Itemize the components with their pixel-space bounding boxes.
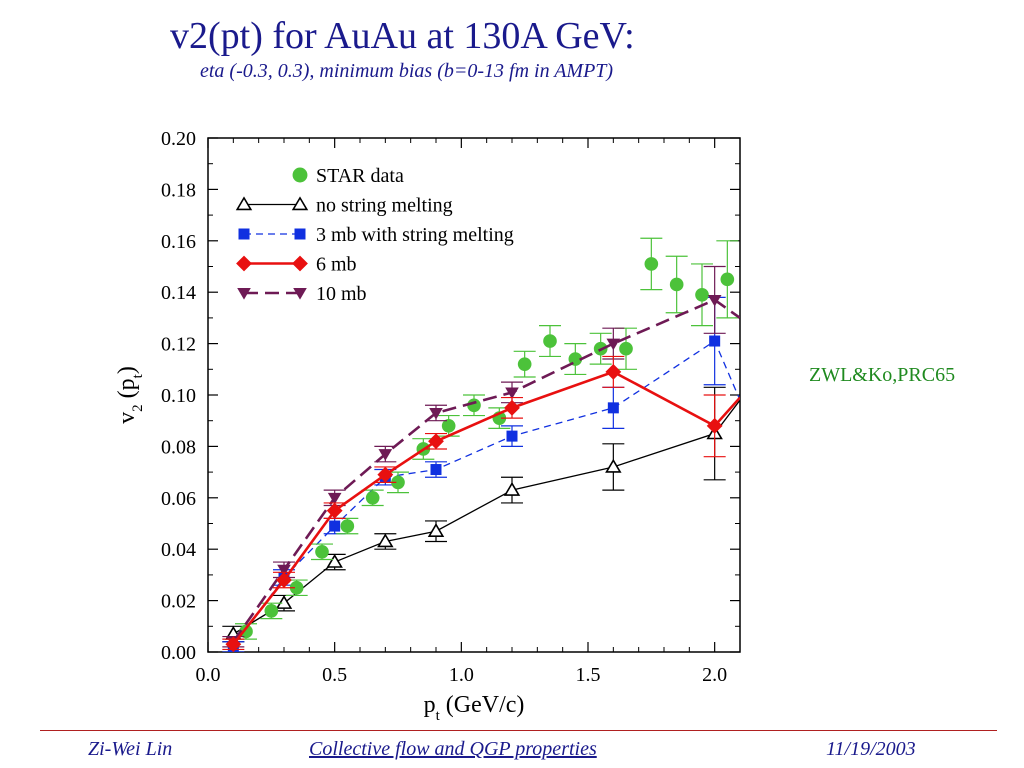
legend-marker xyxy=(294,228,306,240)
legend: STAR data no string melting 3 mb with stri… xyxy=(235,165,514,305)
data-point xyxy=(377,533,394,548)
series-3-mb-with-string-melting xyxy=(222,296,740,652)
data-point xyxy=(315,544,329,559)
data-point xyxy=(467,398,481,413)
y-tick-label: 0.18 xyxy=(161,179,196,201)
data-point xyxy=(706,417,723,434)
data-point xyxy=(326,553,343,568)
legend-label: 10 mb xyxy=(316,283,367,305)
legend-item-10-mb: 10 mb xyxy=(237,283,367,305)
data-point xyxy=(607,402,619,414)
y-tick-label: 0.00 xyxy=(161,642,196,664)
data-point xyxy=(695,287,709,302)
data-point xyxy=(441,419,456,433)
data-point xyxy=(365,490,380,505)
series-line xyxy=(232,340,740,648)
data-point xyxy=(543,334,557,348)
y-tick-label: 0.06 xyxy=(161,488,196,510)
series-line xyxy=(232,370,740,646)
data-point xyxy=(707,294,722,307)
legend-label: no string melting xyxy=(316,195,453,217)
legend-marker xyxy=(238,228,250,240)
footer-divider xyxy=(40,730,997,731)
series-star-data xyxy=(235,237,739,640)
y-tick-label: 0.04 xyxy=(161,539,196,561)
legend-marker xyxy=(235,196,253,211)
legend-marker xyxy=(291,196,309,211)
legend-item-6-mb: 6 mb xyxy=(236,254,357,276)
data-point xyxy=(276,572,292,588)
data-point xyxy=(606,338,621,351)
legend-label: 6 mb xyxy=(316,254,357,276)
data-point xyxy=(430,464,442,476)
legend-item-star-data: STAR data xyxy=(292,165,404,187)
series-no-string-melting xyxy=(222,386,740,643)
footer-date: 11/19/2003 xyxy=(826,738,916,760)
data-point xyxy=(709,335,721,347)
data-point xyxy=(505,387,519,400)
data-point xyxy=(289,580,304,595)
data-point xyxy=(329,520,341,532)
x-tick-label: 0.0 xyxy=(196,664,221,686)
data-point xyxy=(428,433,444,450)
x-tick-label: 2.0 xyxy=(702,664,727,686)
data-point xyxy=(277,564,291,577)
data-point xyxy=(504,399,520,416)
data-point xyxy=(239,624,253,639)
x-tick-label: 1.0 xyxy=(449,664,474,686)
y-tick-label: 0.02 xyxy=(161,591,196,613)
data-point xyxy=(225,636,242,652)
y-tick-label: 0.20 xyxy=(161,128,196,150)
data-point xyxy=(377,466,394,483)
data-point xyxy=(503,481,521,496)
legend-marker xyxy=(292,167,308,183)
legend-marker xyxy=(293,288,307,300)
data-point xyxy=(517,357,532,371)
data-point xyxy=(669,277,684,292)
y-tick-label: 0.08 xyxy=(161,436,196,458)
data-point xyxy=(427,523,445,537)
legend-label: 3 mb with string melting xyxy=(316,224,514,246)
slide-title: v2(pt) for AuAu at 130A GeV: xyxy=(170,15,635,57)
legend-marker xyxy=(236,255,252,272)
reference-citation: ZWL&Ko,PRC65 xyxy=(809,364,956,386)
footer-talk-title[interactable]: Collective flow and QGP properties xyxy=(309,738,597,760)
data-point xyxy=(720,272,735,287)
legend-item-3-mb-with-string-melting: 3 mb with string melting xyxy=(238,224,514,246)
data-point xyxy=(391,475,405,490)
data-point xyxy=(644,257,659,271)
data-point xyxy=(275,594,293,609)
y-tick-label: 0.14 xyxy=(161,282,196,304)
legend-marker xyxy=(237,288,251,300)
footer-author: Zi-Wei Lin xyxy=(88,738,173,760)
data-point xyxy=(326,502,343,519)
data-point xyxy=(619,341,633,356)
data-point xyxy=(429,408,443,420)
legend-marker xyxy=(292,255,308,272)
y-tick-label: 0.10 xyxy=(161,385,196,407)
y-axis-label: v2 (pt) xyxy=(114,366,146,424)
data-point xyxy=(264,604,279,618)
y-tick-label: 0.16 xyxy=(161,231,196,253)
data-point xyxy=(378,449,393,461)
data-point xyxy=(506,430,518,442)
series-6-mb xyxy=(222,355,740,652)
plot-area xyxy=(222,237,740,652)
x-axis-label: pt (GeV/c) xyxy=(424,692,525,724)
v2-pt-chart: 0.00 0.02 0.04 0.06 0.08 0.10 0.12 0.14 0.16 0.18… xyxy=(114,128,741,724)
legend-label: STAR data xyxy=(316,165,404,187)
slide-subtitle: eta (-0.3, 0.3), minimum bias (b=0-13 fm… xyxy=(200,60,614,82)
data-point xyxy=(605,363,622,380)
legend-item-no-string-melting: no string melting xyxy=(235,195,453,217)
data-point xyxy=(340,519,355,533)
series-line xyxy=(232,298,740,643)
series-line xyxy=(232,399,740,635)
data-point xyxy=(327,492,342,505)
y-tick-label: 0.12 xyxy=(161,334,196,356)
data-point xyxy=(605,458,622,473)
x-tick-label: 0.5 xyxy=(322,664,347,686)
x-tick-label: 1.5 xyxy=(576,664,601,686)
